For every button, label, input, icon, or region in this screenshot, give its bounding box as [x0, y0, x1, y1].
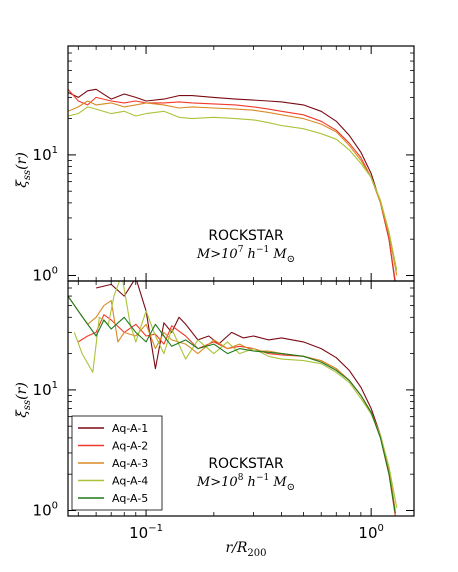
legend-label-aq-a-5: Aq-A-5: [112, 492, 148, 505]
series-line-aq-a-1: [95, 281, 396, 514]
y-tick-label-exponent: 1: [52, 145, 58, 156]
bottom-annotation-title: ROCKSTAR: [208, 456, 284, 472]
y-tick-label-base: 10: [33, 146, 52, 164]
y-tick-label-base: 10: [33, 266, 52, 284]
y-tick-label: 101: [33, 380, 58, 399]
y-tick-label-exponent: 0: [52, 500, 58, 511]
x-tick-label-base: 10: [129, 524, 148, 542]
bottom-y-axis-label: ξss(r): [14, 382, 33, 418]
top-annotation-subtitle: M>107 h−1 M⊙: [196, 245, 295, 265]
series-line-aq-a-3: [68, 100, 398, 276]
y-tick-label-base: 10: [33, 501, 52, 519]
bottom-series-group: [68, 281, 398, 516]
series-line-aq-a-4: [68, 106, 398, 271]
series-line-aq-a-1: [68, 88, 396, 281]
y-tick-label-base: 10: [33, 381, 52, 399]
x-tick-label-exponent: 0: [378, 523, 384, 534]
x-tick-label-base: 10: [358, 524, 377, 542]
legend-label-aq-a-2: Aq-A-2: [112, 440, 148, 453]
legend-label-aq-a-4: Aq-A-4: [112, 475, 148, 488]
x-axis-label: r/R200: [225, 540, 266, 559]
y-tick-label: 101: [33, 145, 58, 164]
y-tick-label: 100: [33, 265, 58, 284]
top-annotation-title: ROCKSTAR: [208, 228, 284, 244]
bottom-plot-frame: [67, 280, 415, 517]
x-tick-label: 100: [358, 523, 383, 542]
y-tick-label-exponent: 0: [52, 265, 58, 276]
y-tick-label-exponent: 1: [52, 380, 58, 391]
series-line-aq-a-5: [68, 295, 396, 514]
x-tick-label: 10−1: [129, 523, 163, 542]
top-series-group: [68, 88, 398, 281]
y-tick-label: 100: [33, 500, 58, 519]
series-line-aq-a-2: [68, 88, 396, 281]
legend: Aq-A-1 Aq-A-2 Aq-A-3 Aq-A-4 Aq-A-5: [71, 415, 163, 511]
legend-label-aq-a-1: Aq-A-1: [112, 422, 148, 435]
top-y-axis-label: ξss(r): [14, 152, 33, 188]
x-tick-label-exponent: −1: [148, 523, 163, 534]
legend-label-aq-a-3: Aq-A-3: [112, 457, 148, 470]
bottom-annotation-subtitle: M>108 h−1 M⊙: [196, 473, 295, 493]
